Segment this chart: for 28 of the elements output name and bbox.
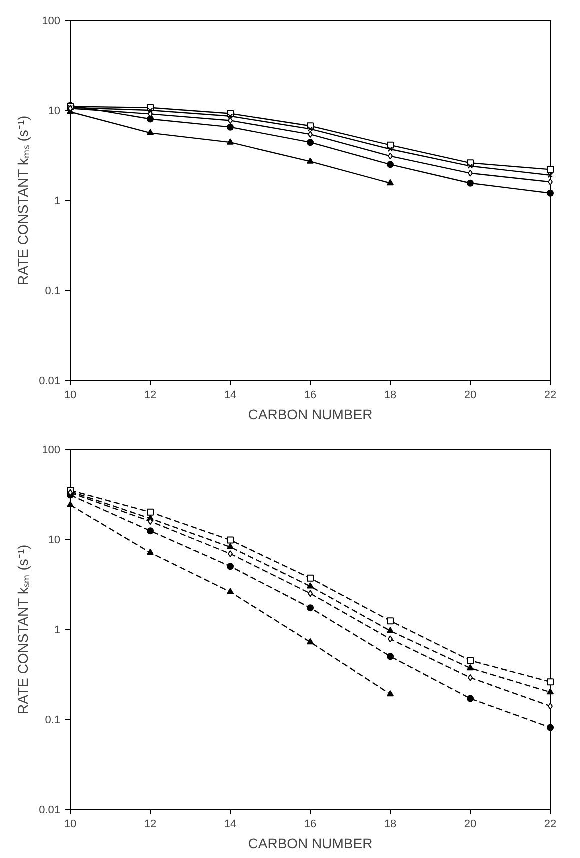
y-tick-label: 100: [42, 444, 61, 456]
y-tick-label: 0.1: [45, 714, 61, 726]
y-tick-label: 0.1: [45, 286, 61, 298]
y-tick-label: 100: [42, 16, 61, 28]
x-tick-label: 20: [464, 390, 477, 402]
x-tick-label: 14: [224, 390, 237, 402]
x-tick-label: 10: [64, 390, 77, 402]
x-tick-label: 12: [144, 390, 157, 402]
x-tick-label: 10: [64, 818, 77, 830]
x-axis-title: CARBON NUMBER: [248, 406, 373, 422]
y-axis-title: RATE CONSTANT kₘₛ (s⁻¹): [15, 116, 32, 286]
x-tick-label: 16: [304, 390, 317, 402]
y-tick-label: 0.01: [39, 376, 61, 388]
y-tick-label: 10: [48, 106, 61, 118]
x-tick-label: 18: [384, 390, 397, 402]
x-tick-label: 12: [144, 818, 157, 830]
y-tick-label: 10: [48, 534, 61, 546]
x-tick-label: 16: [304, 818, 317, 830]
y-tick-label: 1: [54, 196, 61, 208]
x-tick-label: 18: [384, 818, 397, 830]
x-tick-label: 22: [544, 818, 557, 830]
x-tick-label: 14: [224, 818, 237, 830]
y-tick-label: 0.01: [39, 804, 61, 816]
y-tick-label: 1: [54, 624, 61, 636]
x-axis-title: CARBON NUMBER: [248, 836, 373, 852]
x-tick-label: 22: [544, 390, 557, 402]
x-tick-label: 20: [464, 818, 477, 830]
y-axis-title: RATE CONSTANT kₛₘ (s⁻¹): [15, 544, 32, 714]
